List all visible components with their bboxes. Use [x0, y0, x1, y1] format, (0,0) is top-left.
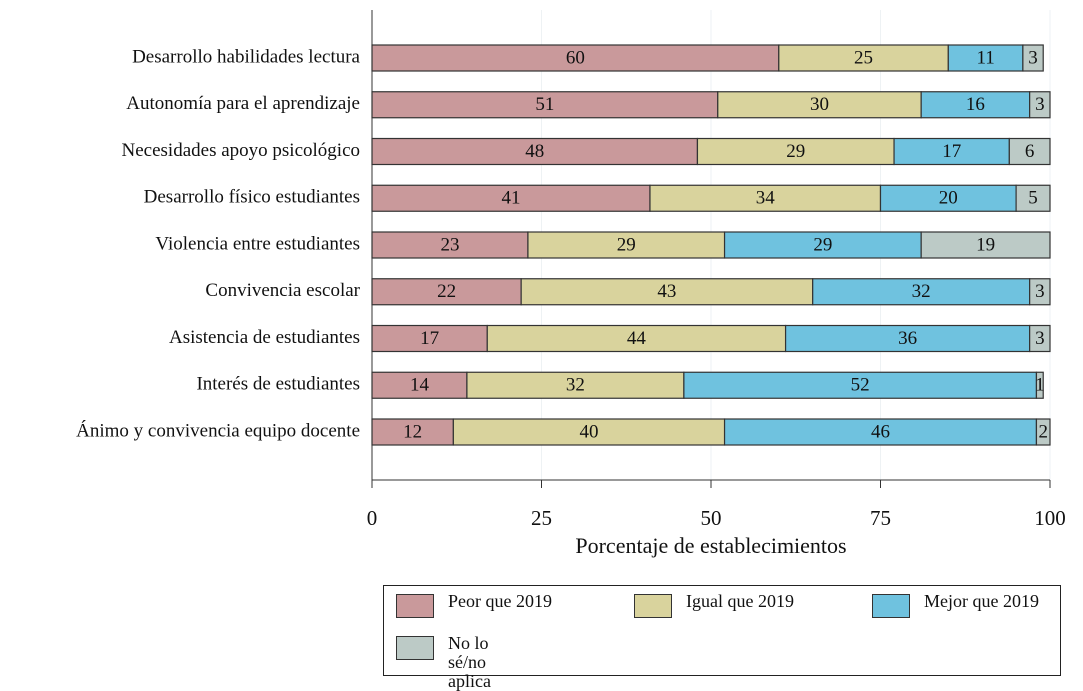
legend-item: Peor que 2019	[396, 592, 634, 634]
data-label: 12	[403, 421, 422, 442]
data-label: 16	[966, 94, 985, 115]
bar-segment	[649, 184, 882, 212]
bar-segment	[466, 371, 685, 399]
bar-segment	[784, 324, 1031, 353]
bar-segment	[812, 278, 1031, 306]
bar-segment	[723, 418, 1038, 446]
bar-segment	[920, 231, 1051, 259]
data-label: 29	[813, 234, 832, 255]
data-label: 30	[810, 94, 829, 115]
data-label: 6	[1025, 141, 1035, 162]
bar-segment	[1029, 278, 1051, 306]
y-tick-label: Autonomía para el aprendizaje	[126, 93, 360, 114]
data-label: 32	[566, 375, 585, 396]
y-tick-label: Desarrollo habilidades lectura	[132, 46, 360, 67]
bar-segment	[879, 184, 1017, 212]
data-label: 17	[420, 328, 439, 349]
data-label: 3	[1028, 47, 1038, 68]
bar-segment	[696, 137, 895, 166]
bar-segment	[371, 324, 488, 353]
bar-segment	[717, 91, 922, 119]
bar-segment	[371, 278, 522, 306]
bar-segment	[371, 91, 719, 119]
data-label: 3	[1035, 94, 1045, 115]
bar-segment	[486, 324, 787, 353]
legend-item: No lo sé/no aplica	[396, 634, 634, 691]
x-tick-label: 100	[1034, 506, 1066, 530]
bar-segment	[723, 231, 922, 259]
data-label: 36	[898, 328, 917, 349]
y-tick-label: Interés de estudiantes	[196, 374, 360, 395]
data-label: 51	[535, 94, 554, 115]
data-label: 25	[854, 47, 873, 68]
bar-segment	[1008, 137, 1051, 166]
bar-segment	[1015, 184, 1051, 212]
data-label: 5	[1028, 188, 1038, 209]
data-label: 3	[1035, 328, 1045, 349]
bar-segment	[371, 231, 529, 259]
legend: Peor que 2019 Igual que 2019 Mejor que 201…	[383, 585, 1061, 691]
data-label: 20	[939, 188, 958, 209]
y-tick-label: Desarrollo físico estudiantes	[144, 187, 360, 208]
legend-swatch	[396, 636, 434, 660]
data-label: 43	[657, 281, 676, 302]
bar-segment	[1029, 324, 1051, 353]
bar-segment	[452, 418, 726, 446]
legend-label: Igual que 2019	[686, 591, 794, 611]
data-label: 34	[756, 188, 776, 209]
bar-segment	[920, 91, 1031, 119]
data-label: 1	[1035, 375, 1045, 396]
legend-item: Mejor que 2019	[872, 592, 1072, 634]
data-label: 41	[501, 188, 520, 209]
data-label: 29	[786, 141, 805, 162]
y-tick-label: Violencia entre estudiantes	[155, 233, 360, 254]
y-tick-label: Asistencia de estudiantes	[169, 327, 360, 348]
x-tick-label: 25	[531, 506, 552, 530]
y-tick-label: Ánimo y convivencia equipo docente	[76, 419, 360, 441]
data-label: 44	[627, 328, 647, 349]
bar-segment	[1035, 371, 1044, 399]
bar-segment	[527, 231, 726, 259]
x-axis-title: Porcentaje de establecimientos	[575, 533, 846, 558]
data-label: 60	[566, 47, 585, 68]
x-tick-label: 0	[367, 506, 378, 530]
bar-segment	[1035, 418, 1051, 446]
data-label: 29	[617, 234, 636, 255]
bar-segment	[778, 44, 949, 72]
data-label: 46	[871, 421, 890, 442]
legend-item: Igual que 2019	[634, 592, 872, 634]
legend-swatch	[396, 594, 434, 618]
x-tick-label: 75	[870, 506, 891, 530]
data-label: 19	[976, 234, 995, 255]
data-label: 22	[437, 281, 456, 302]
data-label: 40	[579, 421, 598, 442]
data-label: 11	[976, 47, 994, 68]
bar-segment	[947, 44, 1024, 72]
legend-label: No lo sé/no aplica	[448, 633, 491, 691]
data-label: 14	[410, 375, 430, 396]
legend-swatch	[872, 594, 910, 618]
y-tick-label: Convivencia escolar	[205, 280, 360, 301]
bar-segment	[371, 44, 780, 72]
bar-segment	[683, 371, 1038, 399]
data-label: 2	[1038, 421, 1048, 442]
bar-segment	[1022, 44, 1044, 72]
data-label: 23	[440, 234, 459, 255]
data-label: 32	[912, 281, 931, 302]
legend-label: Mejor que 2019	[924, 591, 1039, 611]
data-label: 17	[942, 141, 961, 162]
legend-label: Peor que 2019	[448, 591, 552, 611]
x-tick-label: 50	[701, 506, 722, 530]
y-tick-label: Necesidades apoyo psicológico	[122, 140, 360, 161]
legend-swatch	[634, 594, 672, 618]
data-label: 52	[851, 375, 870, 396]
bar-segment	[520, 278, 814, 306]
bar-segment	[1029, 91, 1051, 119]
data-label: 48	[525, 141, 544, 162]
data-label: 3	[1035, 281, 1045, 302]
